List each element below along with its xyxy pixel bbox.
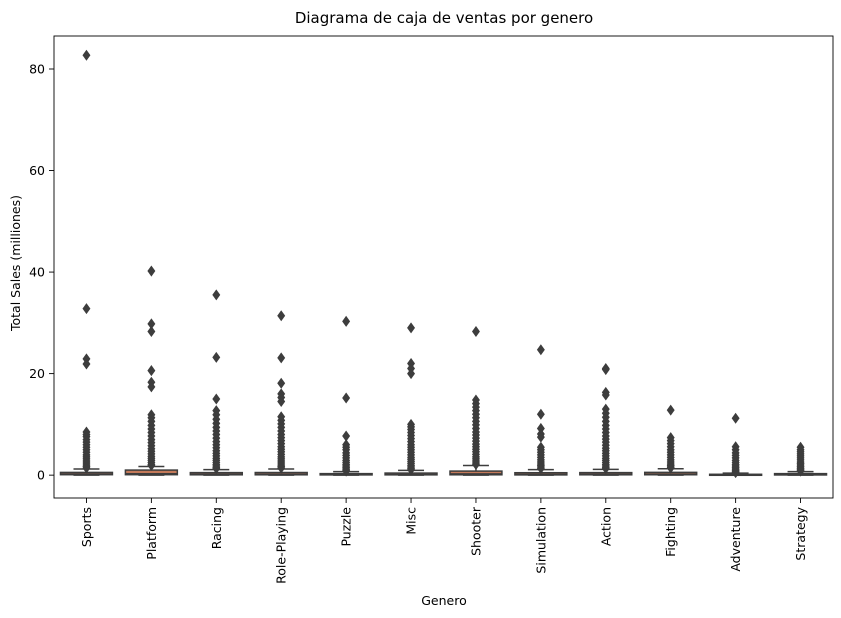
box-puzzle xyxy=(319,315,373,477)
outlier-point xyxy=(342,315,351,327)
x-tick-label-platform: Platform xyxy=(144,507,159,560)
x-tick-label-racing: Racing xyxy=(209,507,224,549)
y-tick-label: 60 xyxy=(29,163,45,178)
y-ticks: 0 20 40 60 80 xyxy=(29,62,54,483)
outlier-point xyxy=(277,352,286,364)
y-tick-label: 80 xyxy=(29,62,45,77)
outlier-point xyxy=(536,344,545,356)
outlier-point xyxy=(212,463,221,475)
box-platform xyxy=(124,265,179,476)
y-tick-label: 40 xyxy=(29,265,45,280)
outlier-point xyxy=(342,465,351,477)
x-tick-label-misc: Misc xyxy=(404,507,419,535)
outlier-point xyxy=(407,368,416,380)
boxes-layer xyxy=(59,49,828,479)
outlier-point xyxy=(147,381,156,393)
x-ticks: Sports Platform Racing Role-Playing Puzzle Mi… xyxy=(79,498,808,584)
outlier-point xyxy=(536,408,545,420)
outlier-point xyxy=(277,377,286,389)
x-tick-label-strategy: Strategy xyxy=(793,506,808,560)
outlier-point xyxy=(82,49,91,61)
x-tick-label-fighting: Fighting xyxy=(663,507,678,557)
chart-title: Diagrama de caja de ventas por genero xyxy=(295,9,593,27)
outlier-point xyxy=(342,392,351,404)
box-racing xyxy=(189,289,244,476)
box-iqr xyxy=(449,470,503,476)
outlier-point xyxy=(277,396,286,408)
x-tick-label-puzzle: Puzzle xyxy=(339,507,354,547)
y-axis-label: Total Sales (milliones) xyxy=(8,195,23,332)
outlier-point xyxy=(731,412,740,424)
outlier-point xyxy=(147,365,156,377)
box-strategy xyxy=(773,441,828,477)
x-tick-label-adventure: Adventure xyxy=(728,507,743,572)
outlier-point xyxy=(666,404,675,416)
x-tick-label-action: Action xyxy=(598,507,613,546)
outlier-point xyxy=(147,325,156,337)
outlier-point xyxy=(212,393,221,405)
outlier-point xyxy=(147,265,156,277)
x-tick-label-sports: Sports xyxy=(79,507,94,547)
box-simulation xyxy=(514,344,568,476)
x-tick-label-simulation: Simulation xyxy=(533,507,548,574)
outlier-point xyxy=(407,322,416,334)
outlier-point xyxy=(212,351,221,363)
box-misc xyxy=(384,322,438,476)
y-tick-label: 20 xyxy=(29,366,45,381)
box-role-playing xyxy=(254,310,308,476)
outlier-point xyxy=(82,462,91,474)
box-action xyxy=(579,363,633,476)
outlier-point xyxy=(471,458,480,471)
outlier-point xyxy=(536,463,545,475)
outlier-point xyxy=(82,358,91,370)
outlier-point xyxy=(666,462,675,474)
outlier-point xyxy=(147,459,156,472)
box-fighting xyxy=(643,404,698,476)
x-tick-label-role-playing: Role-Playing xyxy=(274,507,289,584)
outlier-point xyxy=(471,325,480,337)
outlier-point xyxy=(601,389,610,401)
outlier-point xyxy=(82,303,91,315)
outlier-point xyxy=(212,289,221,301)
x-axis-label: Genero xyxy=(421,593,467,608)
y-tick-label: 0 xyxy=(37,468,45,483)
plot-area-frame xyxy=(53,35,834,499)
outlier-point xyxy=(277,310,286,322)
outlier-point xyxy=(601,463,610,475)
outlier-point xyxy=(796,465,805,477)
outlier-point xyxy=(601,364,610,376)
box-sports xyxy=(59,49,114,476)
box-adventure xyxy=(708,412,763,479)
x-tick-label-shooter: Shooter xyxy=(468,506,483,556)
outlier-point xyxy=(407,464,416,476)
outlier-point xyxy=(731,467,740,479)
outlier-point xyxy=(277,462,286,474)
box-shooter xyxy=(449,325,503,476)
